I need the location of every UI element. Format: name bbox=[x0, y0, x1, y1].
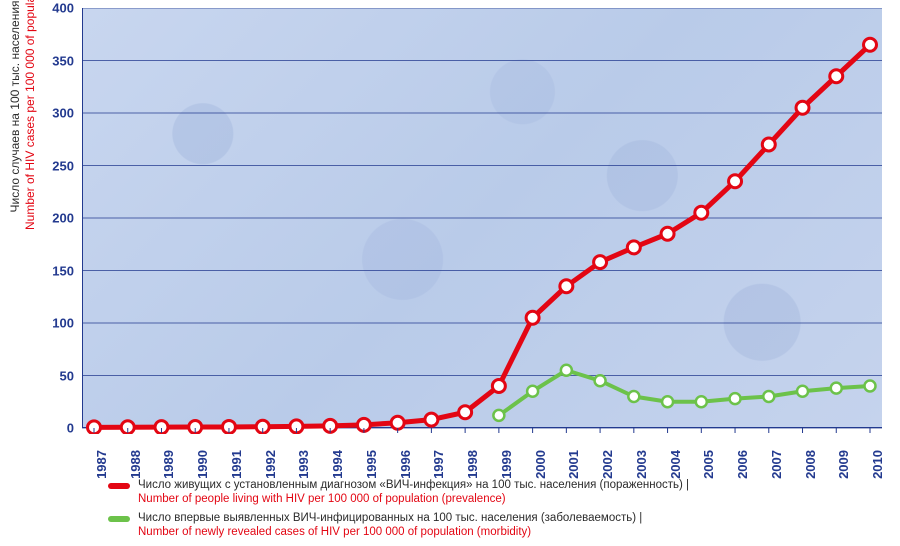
x-tick-label: 2008 bbox=[803, 450, 818, 486]
marker-morbidity bbox=[865, 381, 876, 392]
marker-morbidity bbox=[493, 410, 504, 421]
legend-swatch-prevalence bbox=[108, 483, 130, 489]
marker-morbidity bbox=[561, 365, 572, 376]
marker-prevalence bbox=[830, 70, 843, 83]
marker-prevalence bbox=[391, 416, 404, 429]
chart-svg bbox=[82, 8, 882, 434]
y-tick-label: 350 bbox=[34, 53, 74, 68]
x-tick-label: 2007 bbox=[769, 450, 784, 486]
y-tick-label: 200 bbox=[34, 211, 74, 226]
legend-morbidity-ru: Число впервые выявленных ВИЧ-инфицирован… bbox=[138, 511, 689, 525]
marker-prevalence bbox=[594, 256, 607, 269]
y-tick-label: 50 bbox=[34, 368, 74, 383]
y-tick-label: 300 bbox=[34, 106, 74, 121]
marker-prevalence bbox=[425, 413, 438, 426]
marker-prevalence bbox=[695, 206, 708, 219]
marker-prevalence bbox=[492, 380, 505, 393]
marker-morbidity bbox=[595, 375, 606, 386]
marker-morbidity bbox=[696, 396, 707, 407]
legend-item-morbidity: Число впервые выявленных ВИЧ-инфицирован… bbox=[108, 511, 689, 540]
series-line-morbidity bbox=[499, 370, 870, 415]
marker-morbidity bbox=[730, 393, 741, 404]
marker-morbidity bbox=[797, 386, 808, 397]
y-tick-label: 250 bbox=[34, 158, 74, 173]
marker-prevalence bbox=[627, 241, 640, 254]
x-tick-label: 1987 bbox=[94, 450, 109, 486]
y-axis-title-ru: Число случаев на 100 тыс. населения | bbox=[8, 0, 23, 230]
y-tick-label: 100 bbox=[34, 316, 74, 331]
marker-prevalence bbox=[526, 311, 539, 324]
marker-prevalence bbox=[796, 101, 809, 114]
x-tick-label: 2006 bbox=[735, 450, 750, 486]
marker-morbidity bbox=[527, 386, 538, 397]
legend-item-prevalence: Число живущих с установленным диагнозом … bbox=[108, 478, 689, 507]
x-tick-label: 2010 bbox=[870, 450, 885, 486]
marker-morbidity bbox=[763, 391, 774, 402]
legend-prevalence-ru: Число живущих с установленным диагнозом … bbox=[138, 478, 689, 492]
legend: Число живущих с установленным диагнозом … bbox=[108, 478, 689, 544]
hiv-cases-chart: Число случаев на 100 тыс. населения | Nu… bbox=[0, 0, 900, 546]
marker-prevalence bbox=[661, 227, 674, 240]
series-line-prevalence bbox=[94, 45, 870, 428]
marker-morbidity bbox=[662, 396, 673, 407]
legend-prevalence-en: Number of people living with HIV per 100… bbox=[138, 492, 689, 506]
plot-area bbox=[82, 8, 882, 428]
marker-prevalence bbox=[762, 138, 775, 151]
legend-swatch-morbidity bbox=[108, 516, 130, 522]
y-tick-label: 150 bbox=[34, 263, 74, 278]
x-tick-label: 2005 bbox=[701, 450, 716, 486]
marker-morbidity bbox=[628, 391, 639, 402]
y-tick-label: 400 bbox=[34, 1, 74, 16]
marker-prevalence bbox=[459, 406, 472, 419]
y-tick-label: 0 bbox=[34, 421, 74, 436]
marker-prevalence bbox=[560, 280, 573, 293]
marker-prevalence bbox=[864, 38, 877, 51]
legend-morbidity-en: Number of newly revealed cases of HIV pe… bbox=[138, 525, 689, 539]
marker-morbidity bbox=[831, 383, 842, 394]
x-tick-label: 2009 bbox=[836, 450, 851, 486]
marker-prevalence bbox=[729, 175, 742, 188]
